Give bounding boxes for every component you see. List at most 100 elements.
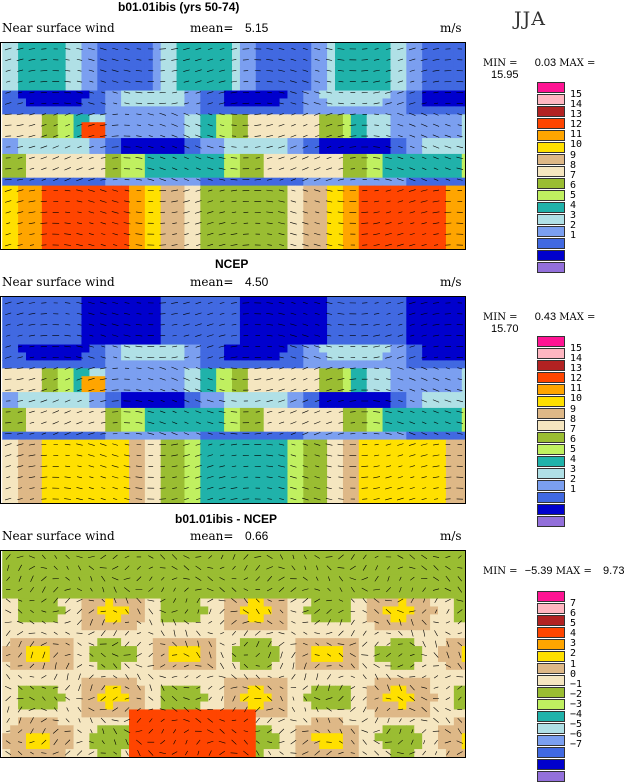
field-cell — [26, 106, 34, 114]
field-cell — [390, 321, 398, 329]
field-cell — [10, 567, 18, 575]
field-cell — [390, 440, 398, 448]
field-cell — [375, 98, 383, 106]
field-cell — [208, 479, 216, 487]
field-cell — [414, 567, 422, 575]
field-cell — [184, 146, 192, 154]
field-cell — [287, 130, 295, 138]
field-cell — [153, 146, 161, 154]
field-cell — [367, 225, 375, 233]
field-cell — [74, 305, 82, 313]
field-cell — [398, 225, 406, 233]
field-cell — [74, 448, 82, 456]
field-cell — [177, 225, 185, 233]
field-cell — [454, 201, 462, 209]
field-cell — [359, 122, 367, 130]
field-cell — [169, 201, 177, 209]
field-cell — [280, 138, 288, 146]
field-cell — [18, 479, 26, 487]
field-cell — [256, 122, 264, 130]
field-cell — [66, 384, 74, 392]
field-cell — [113, 440, 121, 448]
field-cell — [200, 583, 208, 591]
field-cell — [224, 471, 232, 479]
field-cell — [327, 114, 335, 122]
field-cell — [81, 170, 89, 178]
field-cell — [462, 313, 466, 321]
field-cell — [438, 114, 446, 122]
legend-swatch — [537, 396, 565, 407]
field-cell — [10, 408, 18, 416]
field-cell — [359, 448, 367, 456]
field-cell — [58, 448, 66, 456]
field-cell — [184, 170, 192, 178]
field-cell — [430, 170, 438, 178]
field-cell — [74, 201, 82, 209]
field-cell — [430, 448, 438, 456]
field-cell — [105, 352, 113, 360]
field-cell — [34, 217, 42, 225]
field-cell — [129, 130, 137, 138]
field-cell — [34, 591, 42, 599]
field-cell — [208, 106, 216, 114]
field-cell — [81, 51, 89, 59]
field-cell — [454, 424, 462, 432]
field-cell — [177, 432, 185, 440]
field-cell — [462, 583, 466, 591]
panel-title: b01.01ibis (yrs 50-74) — [118, 0, 239, 14]
color-legend — [537, 82, 565, 274]
field-cell — [177, 559, 185, 567]
field-cell — [454, 440, 462, 448]
field-cell — [145, 440, 153, 448]
field-cell — [145, 424, 153, 432]
field-cell — [192, 455, 200, 463]
field-cell — [169, 186, 177, 194]
field-cell — [34, 297, 42, 305]
field-cell — [224, 551, 232, 559]
field-cell — [272, 138, 280, 146]
field-cell — [10, 360, 18, 368]
field-cell — [335, 376, 343, 384]
field-cell — [216, 368, 224, 376]
field-cell — [398, 297, 406, 305]
field-cell — [359, 360, 367, 368]
field-cell — [26, 376, 34, 384]
field-cell — [446, 217, 454, 225]
field-cell — [462, 416, 466, 424]
field-cell — [430, 130, 438, 138]
field-cell — [406, 352, 414, 360]
min-max: MIN = −5.39 MAX = 9.73 — [483, 565, 624, 577]
field-cell — [264, 575, 272, 583]
field-cell — [177, 130, 185, 138]
field-cell — [311, 122, 319, 130]
field-cell — [414, 241, 422, 249]
field-cell — [454, 194, 462, 202]
field-cell — [280, 432, 288, 440]
field-cell — [303, 337, 311, 345]
field-cell — [216, 83, 224, 91]
field-cell — [311, 400, 319, 408]
field-cell — [383, 337, 391, 345]
field-cell — [248, 408, 256, 416]
field-cell — [327, 559, 335, 567]
field-cell — [10, 162, 18, 170]
field-cell — [10, 487, 18, 495]
field-cell — [390, 138, 398, 146]
field-cell — [200, 479, 208, 487]
field-cell — [105, 487, 113, 495]
field-cell — [161, 225, 169, 233]
field-cell — [414, 225, 422, 233]
field-cell — [406, 591, 414, 599]
field-cell — [264, 106, 272, 114]
field-cell — [34, 201, 42, 209]
field-cell — [256, 345, 264, 353]
field-cell — [351, 217, 359, 225]
field-cell — [113, 122, 121, 130]
field-cell — [438, 146, 446, 154]
field-cell — [248, 297, 256, 305]
field-cell — [74, 297, 82, 305]
field-cell — [390, 75, 398, 83]
field-cell — [414, 432, 422, 440]
field-cell — [121, 384, 129, 392]
field-cell — [351, 130, 359, 138]
